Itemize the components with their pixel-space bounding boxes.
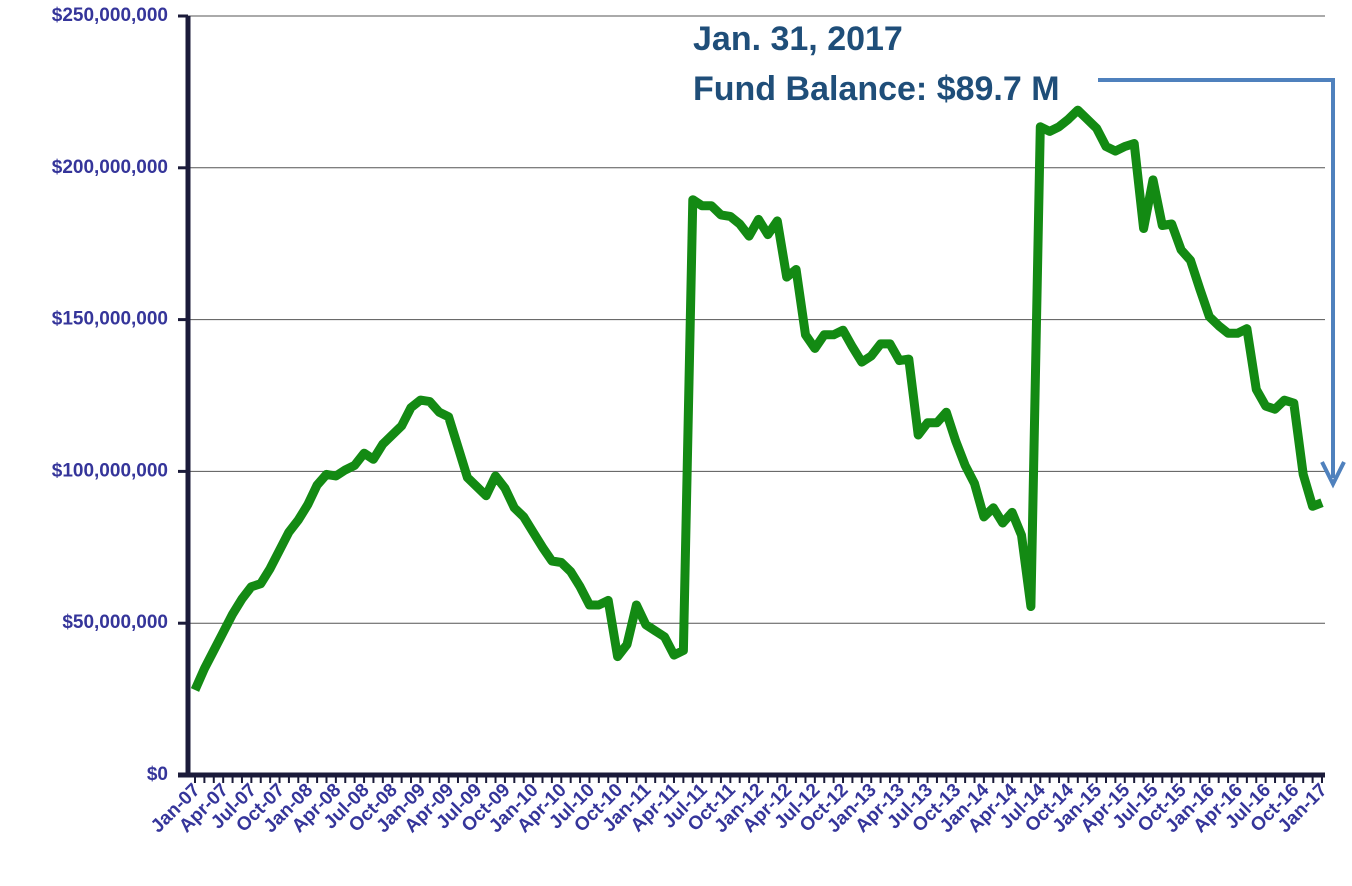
series-line: [190, 105, 1324, 692]
arrow-head: [1320, 461, 1346, 489]
y-tick-label: $100,000,000: [52, 460, 168, 481]
y-tick-label: $0: [147, 764, 168, 785]
plot: [190, 105, 1324, 692]
y-tick-label: $250,000,000: [52, 5, 168, 26]
y-tick-label: $200,000,000: [52, 157, 168, 178]
annotation-date: Jan. 31, 2017: [693, 20, 903, 58]
y-tick-label: $50,000,000: [62, 612, 168, 633]
annotation-arrow: [1098, 78, 1335, 478]
y-tick-label: $150,000,000: [52, 309, 168, 330]
annotation-balance: Fund Balance: $89.7 M: [693, 70, 1060, 108]
